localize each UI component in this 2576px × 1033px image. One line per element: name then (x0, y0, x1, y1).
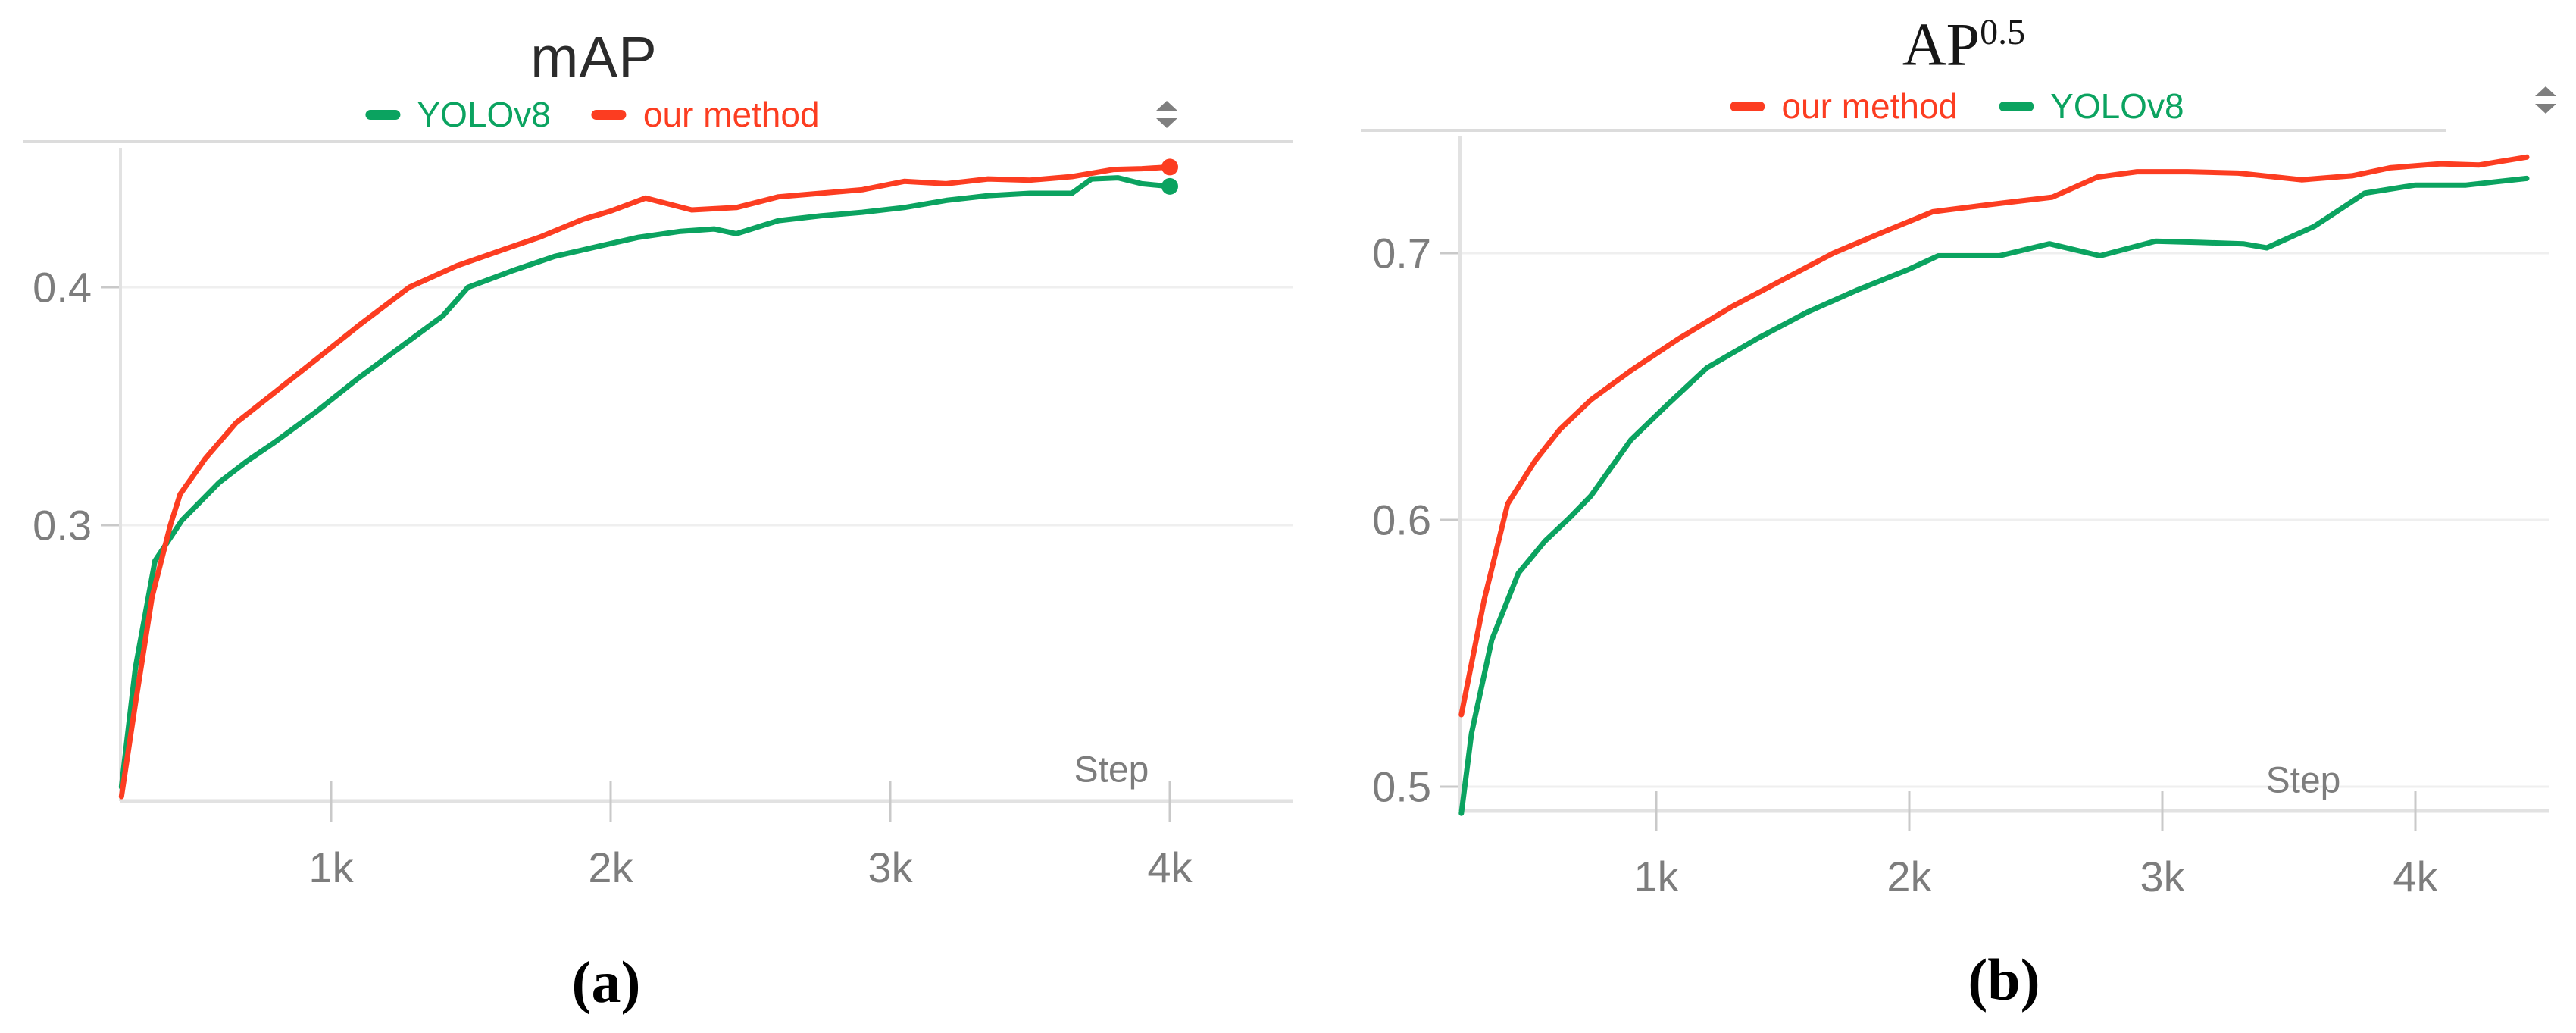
series-yolov8-line (1458, 175, 2530, 816)
x-tick-label: 3k (868, 844, 913, 891)
y-tick-label: 0.5 (1372, 762, 1431, 811)
chart-b-legend: our method YOLOv8 (1730, 86, 2184, 127)
down-triangle-icon (1156, 118, 1177, 128)
up-triangle-icon (2535, 86, 2556, 96)
legend-label: our method (1781, 86, 1959, 126)
x-tick-label: 2k (1887, 853, 1932, 900)
series-yolov8-line (118, 175, 1173, 790)
chart-a-title: mAP (530, 25, 658, 91)
x-tick-label: 4k (2393, 853, 2438, 900)
x-tick-label: 2k (588, 844, 633, 891)
x-tick-label: 4k (1147, 844, 1193, 891)
legend-item-yolov8[interactable]: YOLOv8 (1999, 86, 2184, 127)
legend-item-our-method[interactable]: our method (591, 94, 820, 135)
chart-a-xaxis-label: Step (1074, 750, 1149, 790)
y-tick-label: 0.4 (33, 263, 92, 311)
series-our-method-endpoint-marker (1161, 158, 1178, 176)
series-our-method-line (1458, 154, 2530, 718)
legend-dash-icon (1999, 101, 2034, 111)
up-down-arrows-icon[interactable] (2533, 84, 2559, 116)
chart-a-legend: YOLOv8 our method (365, 94, 820, 135)
chart-b-title-superscript: 0.5 (1980, 11, 2026, 52)
chart-a-title-text: mAP (530, 25, 658, 90)
legend-dash-icon (365, 109, 401, 120)
x-tick-label: 3k (2140, 853, 2185, 900)
y-tick-label: 0.3 (33, 501, 92, 549)
plot-area-b[interactable] (1460, 130, 2549, 811)
x-tick-label: 1k (308, 844, 354, 891)
legend-item-yolov8[interactable]: YOLOv8 (365, 94, 551, 135)
series-yolov8-endpoint-marker (1161, 177, 1178, 195)
legend-item-our-method[interactable]: our method (1730, 86, 1958, 127)
chart-b-caption: (b) (1968, 947, 2040, 1013)
legend-label: YOLOv8 (2050, 86, 2184, 126)
legend-label: our method (642, 95, 820, 134)
plot-area-a[interactable] (120, 142, 1293, 801)
chart-a-caption: (a) (571, 949, 641, 1015)
down-triangle-icon (2535, 104, 2556, 114)
y-tick-label: 0.7 (1372, 229, 1431, 277)
chart-b-title: AP0.5 (1902, 11, 2025, 80)
y-tick-label: 0.6 (1372, 496, 1431, 544)
legend-dash-icon (591, 109, 627, 120)
legend-dash-icon (1730, 101, 1765, 111)
up-triangle-icon (1156, 101, 1177, 111)
legend-label: YOLOv8 (417, 95, 551, 134)
chart-b-title-text: AP (1902, 11, 1980, 79)
series-our-method-line (118, 164, 1173, 800)
up-down-arrows-icon[interactable] (1154, 99, 1180, 130)
chart-b-xaxis-label: Step (2265, 760, 2341, 801)
x-tick-label: 1k (1633, 853, 1679, 900)
